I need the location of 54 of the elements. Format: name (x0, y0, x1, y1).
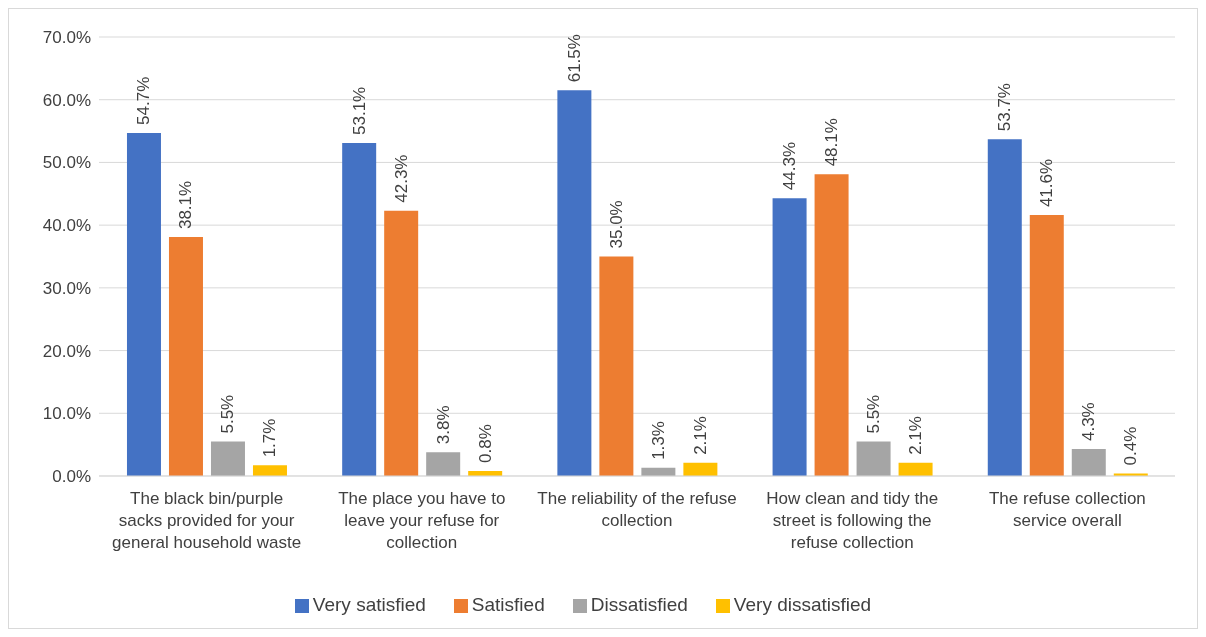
bar (987, 139, 1022, 476)
y-tick-label: 0.0% (52, 467, 91, 487)
legend-label: Very dissatisfied (733, 594, 872, 615)
bar (898, 462, 933, 476)
data-label: 2.1% (906, 416, 926, 455)
y-tick-label: 50.0% (42, 153, 91, 173)
bar (814, 174, 849, 476)
x-tick-label: The place you have to leave your refuse for collection (338, 489, 506, 552)
bar (252, 465, 287, 476)
y-tick-label: 60.0% (42, 90, 91, 110)
x-tick-label: How clean and tidy the street is following the refuse collection (766, 489, 939, 552)
bar (683, 462, 718, 476)
data-label: 41.6% (1037, 158, 1057, 208)
data-label: 42.3% (391, 154, 411, 203)
bar (772, 198, 807, 476)
bar (384, 210, 419, 476)
data-label: 54.7% (134, 76, 154, 125)
bar (210, 441, 245, 476)
data-label: 38.1% (176, 180, 196, 230)
x-tick-label: The reliability of the refuse collection (537, 489, 737, 530)
data-label: 1.7% (260, 418, 280, 458)
data-label: 4.3% (1079, 402, 1099, 442)
x-tick-label: The black bin/purple sacks provided for your general household waste (112, 489, 302, 552)
bar (126, 132, 161, 476)
legend-label: Satisfied (471, 594, 545, 615)
legend-label: Very satisfied (312, 594, 426, 615)
y-tick-label: 30.0% (42, 278, 91, 298)
y-tick-label: 70.0% (42, 28, 91, 48)
data-label: 44.3% (780, 141, 800, 191)
bar (342, 142, 377, 476)
data-label: 5.5% (864, 394, 884, 434)
data-label: 1.3% (648, 421, 668, 460)
data-label: 0.8% (475, 424, 495, 463)
data-label: 35.0% (606, 200, 626, 249)
data-label: 3.8% (433, 405, 453, 445)
bar (557, 90, 592, 476)
legend-label: Dissatisfied (590, 594, 688, 615)
bar (599, 256, 634, 476)
data-label: 48.1% (822, 118, 842, 167)
bar (1029, 215, 1064, 476)
data-label: 5.5% (218, 394, 238, 434)
bar (856, 441, 891, 476)
y-tick-label: 40.0% (42, 216, 91, 236)
data-label: 61.5% (564, 34, 584, 83)
y-tick-label: 20.0% (42, 341, 91, 361)
data-label: 53.1% (349, 86, 369, 135)
bar (1071, 449, 1106, 476)
data-label: 0.4% (1121, 426, 1141, 466)
bar (426, 452, 461, 476)
data-label: 2.1% (690, 416, 710, 455)
bar (168, 237, 203, 476)
data-label: 53.7% (995, 83, 1015, 132)
x-tick-label: The refuse collection service overall (988, 489, 1146, 530)
y-tick-label: 10.0% (42, 404, 91, 424)
